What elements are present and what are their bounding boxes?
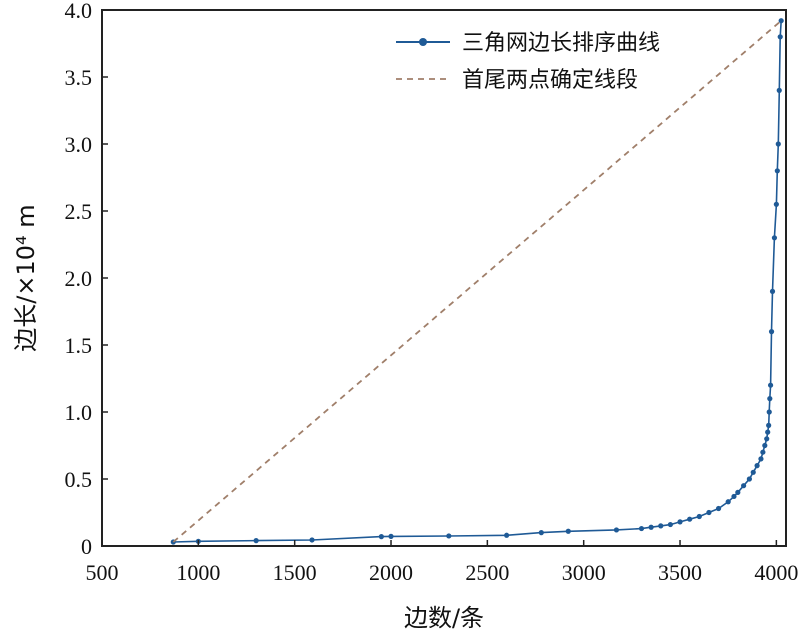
x-axis: 500 1000 1500 2000 2500 3000 3500 4000: [86, 540, 798, 585]
y-tick-label: 0.5: [65, 467, 93, 492]
data-point: [769, 288, 776, 294]
data-point: [775, 141, 781, 147]
data-point: [762, 442, 768, 449]
x-axis-title: 边数/条: [404, 604, 484, 632]
data-point: [446, 533, 452, 539]
x-tick-label: 4000: [754, 560, 798, 585]
data-point: [687, 516, 693, 522]
data-point: [538, 530, 544, 536]
data-point: [565, 528, 571, 534]
data-point: [767, 382, 774, 388]
data-point: [725, 499, 731, 505]
data-point: [776, 87, 782, 93]
y-tick-label: 3.5: [65, 65, 93, 90]
y-tick-label: 2.5: [65, 199, 93, 224]
x-tick-label: 3000: [562, 560, 606, 585]
data-point: [667, 521, 673, 528]
data-point: [735, 489, 741, 495]
endpoint-reference-line: [172, 20, 782, 543]
data-point: [731, 493, 737, 500]
data-point: [778, 18, 784, 24]
data-point: [774, 168, 780, 174]
x-tick-label: 500: [86, 560, 119, 585]
data-point: [715, 505, 722, 512]
data-point: [765, 429, 771, 435]
y-tick-label: 4.0: [65, 0, 93, 23]
data-point: [746, 476, 752, 482]
data-point: [309, 537, 315, 543]
legend-label-sorted-curve: 三角网边长排序曲线: [462, 31, 660, 56]
legend-marker-sorted-curve: [419, 38, 427, 46]
data-point: [613, 527, 620, 533]
x-tick-label: 1500: [273, 560, 317, 585]
x-tick-label: 2500: [465, 560, 509, 585]
y-tick-label: 3.0: [65, 132, 93, 157]
data-point: [378, 534, 384, 540]
data-point: [750, 469, 756, 475]
y-tick-label: 1.0: [65, 400, 93, 425]
data-point: [758, 456, 764, 462]
data-point: [768, 329, 775, 335]
data-point: [767, 396, 773, 402]
data-point: [777, 34, 783, 40]
x-tick-label: 2000: [369, 560, 413, 585]
x-tick-label: 1000: [176, 560, 220, 585]
data-point: [760, 449, 766, 455]
data-point: [677, 519, 683, 525]
data-point: [253, 538, 259, 544]
data-point: [504, 532, 510, 538]
data-point: [771, 235, 778, 241]
data-point: [696, 513, 702, 520]
plot-area: [101, 9, 787, 547]
data-point: [638, 525, 645, 532]
y-tick-label: 2.0: [65, 266, 93, 291]
data-point: [388, 533, 394, 539]
data-point: [754, 463, 760, 469]
data-point: [658, 523, 664, 529]
data-point: [706, 509, 712, 516]
legend-label-endpoint-line: 首尾两点确定线段: [462, 68, 638, 93]
x-tick-label: 3500: [658, 560, 702, 585]
data-point: [764, 436, 770, 442]
y-tick-label: 1.5: [65, 333, 93, 358]
data-point: [648, 524, 654, 530]
y-axis: 0 0.5 1.0 1.5 2.0 2.5 3.0 3.5 4.0: [65, 0, 108, 559]
y-tick-label: 0: [81, 534, 92, 559]
legend: 三角网边长排序曲线 首尾两点确定线段: [396, 31, 660, 93]
plot-frame: [101, 9, 787, 547]
data-point: [741, 483, 747, 489]
y-axis-title: 边长/×10⁴ m: [12, 204, 40, 351]
data-point: [766, 422, 772, 428]
data-point: [773, 201, 779, 207]
data-point: [766, 409, 772, 415]
